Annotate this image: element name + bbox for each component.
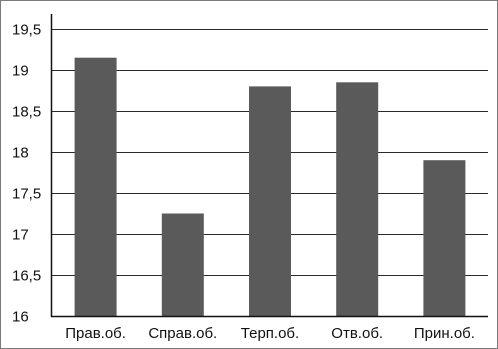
bar — [74, 57, 117, 316]
x-tick-label: Прин.об. — [414, 325, 475, 342]
y-tick-label: 19,5 — [12, 22, 41, 39]
bar — [249, 86, 291, 317]
bar — [423, 160, 466, 316]
bar — [161, 213, 204, 316]
x-tick-label: Отв.об. — [331, 325, 383, 342]
y-tick-label: 17,5 — [12, 186, 41, 203]
y-tick-label: 18,5 — [12, 104, 41, 121]
y-tick-label: 16 — [12, 309, 29, 326]
x-tick-labels: Прав.об. Справ.об. Терп.об. Отв.об. Прин.об. — [65, 325, 475, 342]
x-tick-label: Справ.об. — [148, 325, 217, 342]
y-tick-label: 17 — [12, 227, 29, 244]
y-tick-label: 18 — [12, 145, 29, 162]
x-tick-label: Прав.об. — [65, 325, 126, 342]
y-tick-label: 16,5 — [12, 268, 41, 285]
y-tick-labels: 16 16,5 17 17,5 18 18,5 19 19,5 — [12, 22, 41, 326]
bar — [336, 82, 379, 316]
axes — [50, 14, 488, 318]
x-tick-label: Терп.об. — [241, 325, 299, 342]
bars — [74, 57, 466, 317]
y-tick-label: 19 — [12, 63, 29, 80]
